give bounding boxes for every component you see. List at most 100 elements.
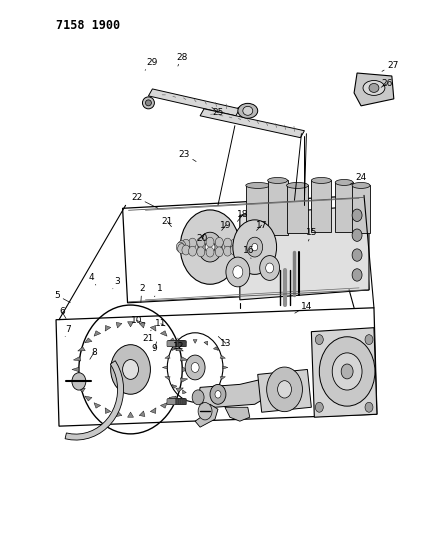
FancyBboxPatch shape	[172, 341, 181, 347]
Circle shape	[178, 240, 186, 251]
Circle shape	[198, 402, 212, 420]
Circle shape	[252, 244, 258, 251]
FancyBboxPatch shape	[174, 399, 183, 405]
Text: 20: 20	[196, 233, 208, 244]
Polygon shape	[204, 390, 208, 394]
Circle shape	[319, 337, 375, 406]
Polygon shape	[214, 384, 218, 388]
Circle shape	[236, 242, 244, 252]
Polygon shape	[169, 396, 176, 401]
FancyBboxPatch shape	[167, 399, 175, 405]
Polygon shape	[165, 377, 170, 379]
Polygon shape	[246, 185, 270, 235]
Circle shape	[235, 240, 242, 251]
Ellipse shape	[246, 182, 270, 188]
FancyBboxPatch shape	[173, 341, 181, 347]
Text: 21: 21	[143, 330, 154, 343]
Polygon shape	[105, 326, 111, 331]
Circle shape	[352, 269, 362, 281]
Ellipse shape	[311, 177, 331, 183]
Polygon shape	[183, 390, 186, 394]
FancyBboxPatch shape	[174, 341, 183, 347]
Polygon shape	[176, 388, 183, 392]
Polygon shape	[180, 378, 188, 382]
Polygon shape	[225, 407, 250, 421]
Polygon shape	[160, 403, 167, 408]
Circle shape	[332, 353, 362, 390]
FancyBboxPatch shape	[177, 399, 186, 405]
Polygon shape	[268, 181, 288, 235]
FancyBboxPatch shape	[175, 341, 184, 347]
Polygon shape	[150, 326, 156, 331]
Ellipse shape	[369, 84, 379, 92]
Ellipse shape	[143, 97, 155, 109]
Circle shape	[235, 244, 242, 254]
FancyBboxPatch shape	[175, 399, 183, 405]
Text: 12: 12	[173, 338, 185, 351]
Polygon shape	[172, 384, 177, 388]
Circle shape	[198, 232, 222, 262]
Polygon shape	[223, 366, 228, 369]
Ellipse shape	[286, 182, 309, 188]
Text: 10: 10	[131, 316, 145, 325]
Polygon shape	[72, 367, 79, 372]
Circle shape	[223, 238, 232, 248]
Circle shape	[230, 239, 238, 249]
Text: 16: 16	[243, 246, 255, 259]
FancyBboxPatch shape	[171, 399, 179, 405]
Circle shape	[352, 229, 362, 241]
Circle shape	[210, 384, 226, 404]
Circle shape	[122, 360, 139, 379]
Polygon shape	[139, 322, 145, 328]
Polygon shape	[200, 109, 304, 138]
FancyBboxPatch shape	[171, 341, 179, 347]
Text: 18: 18	[237, 210, 249, 221]
FancyBboxPatch shape	[173, 341, 182, 347]
Polygon shape	[78, 388, 85, 392]
Circle shape	[260, 256, 279, 280]
Circle shape	[352, 249, 362, 261]
Polygon shape	[195, 404, 218, 427]
Polygon shape	[162, 366, 167, 369]
Polygon shape	[176, 347, 183, 351]
FancyBboxPatch shape	[177, 341, 185, 347]
Ellipse shape	[238, 103, 258, 118]
FancyBboxPatch shape	[177, 399, 185, 405]
Polygon shape	[183, 341, 186, 345]
Circle shape	[197, 247, 205, 257]
Polygon shape	[65, 361, 124, 440]
Polygon shape	[286, 185, 309, 233]
FancyBboxPatch shape	[178, 341, 187, 347]
Circle shape	[233, 266, 243, 278]
Circle shape	[191, 362, 199, 373]
FancyBboxPatch shape	[168, 341, 177, 347]
Polygon shape	[198, 377, 272, 407]
FancyBboxPatch shape	[168, 399, 177, 405]
Polygon shape	[128, 322, 134, 327]
Circle shape	[188, 246, 196, 256]
Text: 15: 15	[306, 228, 318, 241]
Text: 14: 14	[295, 302, 312, 313]
Circle shape	[206, 237, 214, 247]
Ellipse shape	[363, 80, 385, 95]
Circle shape	[278, 381, 291, 398]
FancyBboxPatch shape	[173, 399, 181, 405]
Polygon shape	[238, 104, 252, 115]
Circle shape	[233, 220, 276, 274]
Polygon shape	[240, 205, 369, 300]
Polygon shape	[94, 331, 101, 336]
Text: 21: 21	[161, 217, 173, 227]
Ellipse shape	[335, 180, 353, 185]
Circle shape	[72, 373, 86, 390]
Polygon shape	[311, 328, 377, 417]
Polygon shape	[105, 408, 111, 414]
Polygon shape	[165, 356, 170, 358]
FancyBboxPatch shape	[168, 399, 176, 405]
Circle shape	[352, 209, 362, 222]
Polygon shape	[73, 357, 81, 361]
Circle shape	[205, 241, 215, 253]
Circle shape	[223, 246, 232, 256]
Ellipse shape	[146, 100, 152, 106]
Circle shape	[341, 364, 353, 379]
Circle shape	[215, 247, 223, 257]
